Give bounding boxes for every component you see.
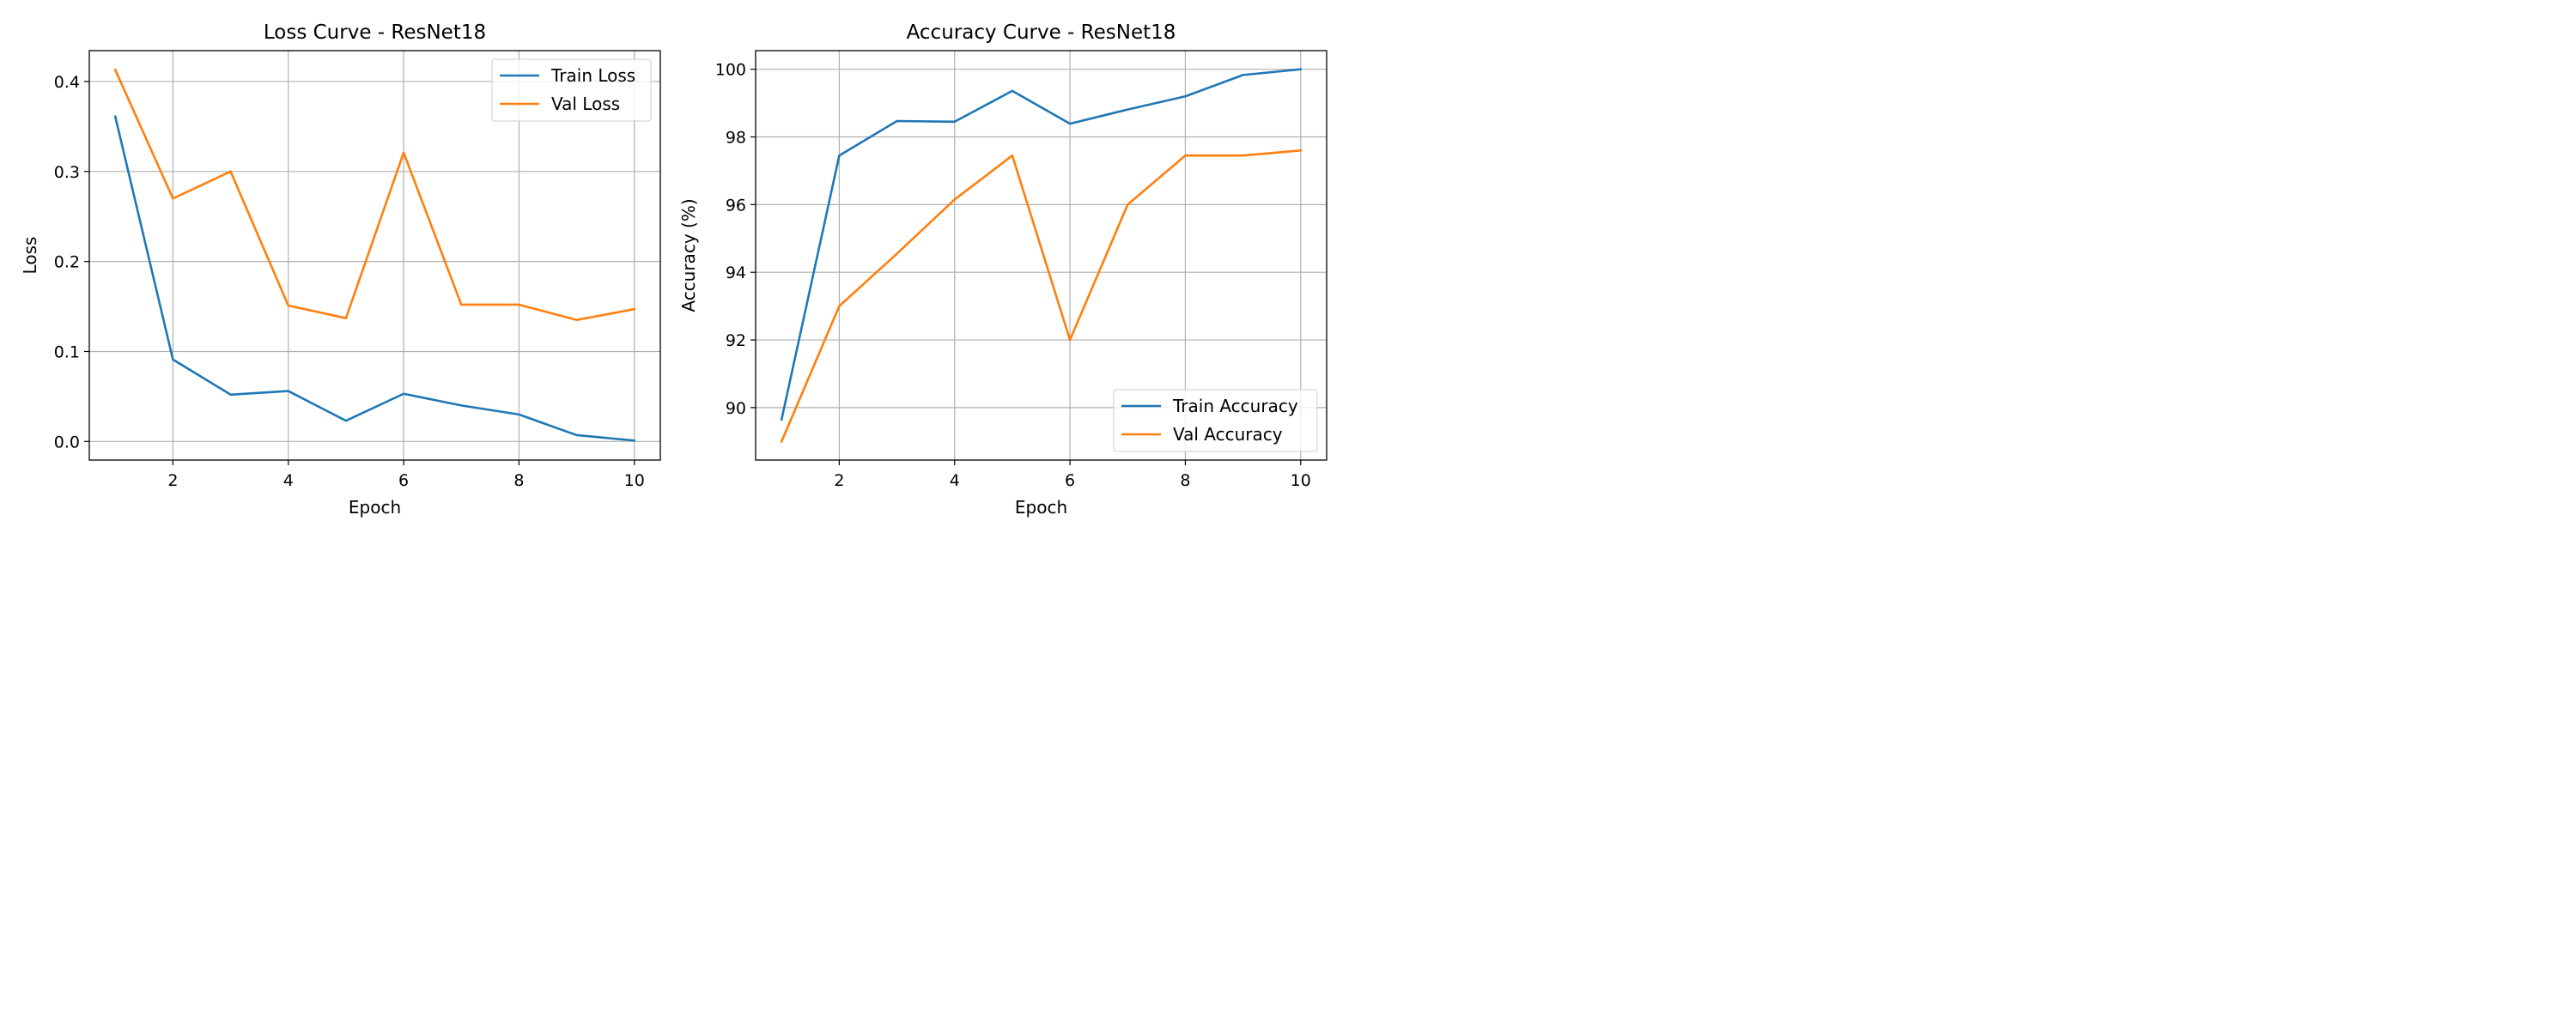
loss-y-axis-label: Loss (20, 237, 40, 275)
loss-y-tick-label: 0.1 (54, 342, 80, 361)
accuracy-y-tick-label: 94 (726, 264, 746, 282)
accuracy-legend-box (1113, 389, 1318, 452)
accuracy-ticks: 2 4 6 8 10 90 92 94 96 98 100 (715, 61, 1311, 490)
figure: 2 4 6 8 10 0.0 0.1 0.2 0.3 0.4 Loss Curve - ResNe… (0, 0, 1346, 538)
accuracy-y-tick-label: 98 (726, 129, 746, 148)
accuracy-x-tick-label: 8 (1180, 471, 1190, 490)
accuracy-y-tick-label: 92 (726, 331, 746, 350)
loss-y-tick-label: 0.4 (54, 73, 80, 92)
loss-x-tick-label: 2 (167, 471, 178, 490)
accuracy-chart-title: Accuracy Curve - ResNet18 (907, 21, 1176, 44)
accuracy-axes-frame (755, 50, 1327, 461)
loss-axes-frame (88, 50, 661, 461)
loss-ticks: 2 4 6 8 10 0.0 0.1 0.2 0.3 0.4 (54, 73, 645, 490)
legend-label-train-loss: Train Loss (550, 65, 635, 86)
loss-y-tick-label: 0.3 (54, 163, 80, 182)
loss-y-tick-label: 0.0 (54, 433, 80, 451)
accuracy-x-tick-label: 10 (1291, 471, 1311, 490)
accuracy-x-tick-label: 6 (1065, 471, 1075, 490)
loss-y-tick-label: 0.2 (54, 253, 80, 272)
legend-label-val-accuracy: Val Accuracy (1173, 424, 1283, 445)
accuracy-y-tick-label: 96 (726, 196, 746, 215)
loss-series (113, 68, 636, 442)
accuracy-x-tick-label: 2 (834, 471, 844, 490)
accuracy-y-tick-label: 90 (726, 399, 746, 418)
accuracy-x-axis-label: Epoch (1015, 497, 1067, 518)
accuracy-legend: Train Accuracy Val Accuracy (1113, 389, 1318, 452)
series-line-val-loss (113, 68, 636, 322)
loss-x-tick-label: 4 (283, 471, 294, 490)
accuracy-y-axis-label: Accuracy (%) (678, 198, 699, 312)
loss-x-tick-label: 8 (513, 471, 524, 490)
series-line-train-loss (113, 115, 636, 442)
accuracy-chart: 2 4 6 8 10 90 92 94 96 98 100 Accuracy Curve - Res… (678, 21, 1327, 518)
series-line-train-accuracy (780, 68, 1303, 421)
loss-x-tick-label: 10 (624, 471, 645, 490)
legend-label-train-accuracy: Train Accuracy (1172, 396, 1298, 416)
loss-legend: Train Loss Val Loss (491, 58, 652, 122)
loss-x-axis-label: Epoch (349, 497, 401, 518)
loss-chart: 2 4 6 8 10 0.0 0.1 0.2 0.3 0.4 Loss Curve - ResNe… (20, 21, 661, 518)
loss-x-tick-label: 6 (398, 471, 409, 490)
accuracy-x-tick-label: 4 (950, 471, 960, 490)
series-line-val-accuracy (780, 148, 1303, 444)
figure-background (0, 0, 1346, 538)
accuracy-series (780, 68, 1303, 444)
accuracy-y-tick-label: 100 (715, 61, 746, 80)
legend-label-val-loss: Val Loss (551, 94, 620, 114)
loss-chart-title: Loss Curve - ResNet18 (264, 21, 486, 44)
